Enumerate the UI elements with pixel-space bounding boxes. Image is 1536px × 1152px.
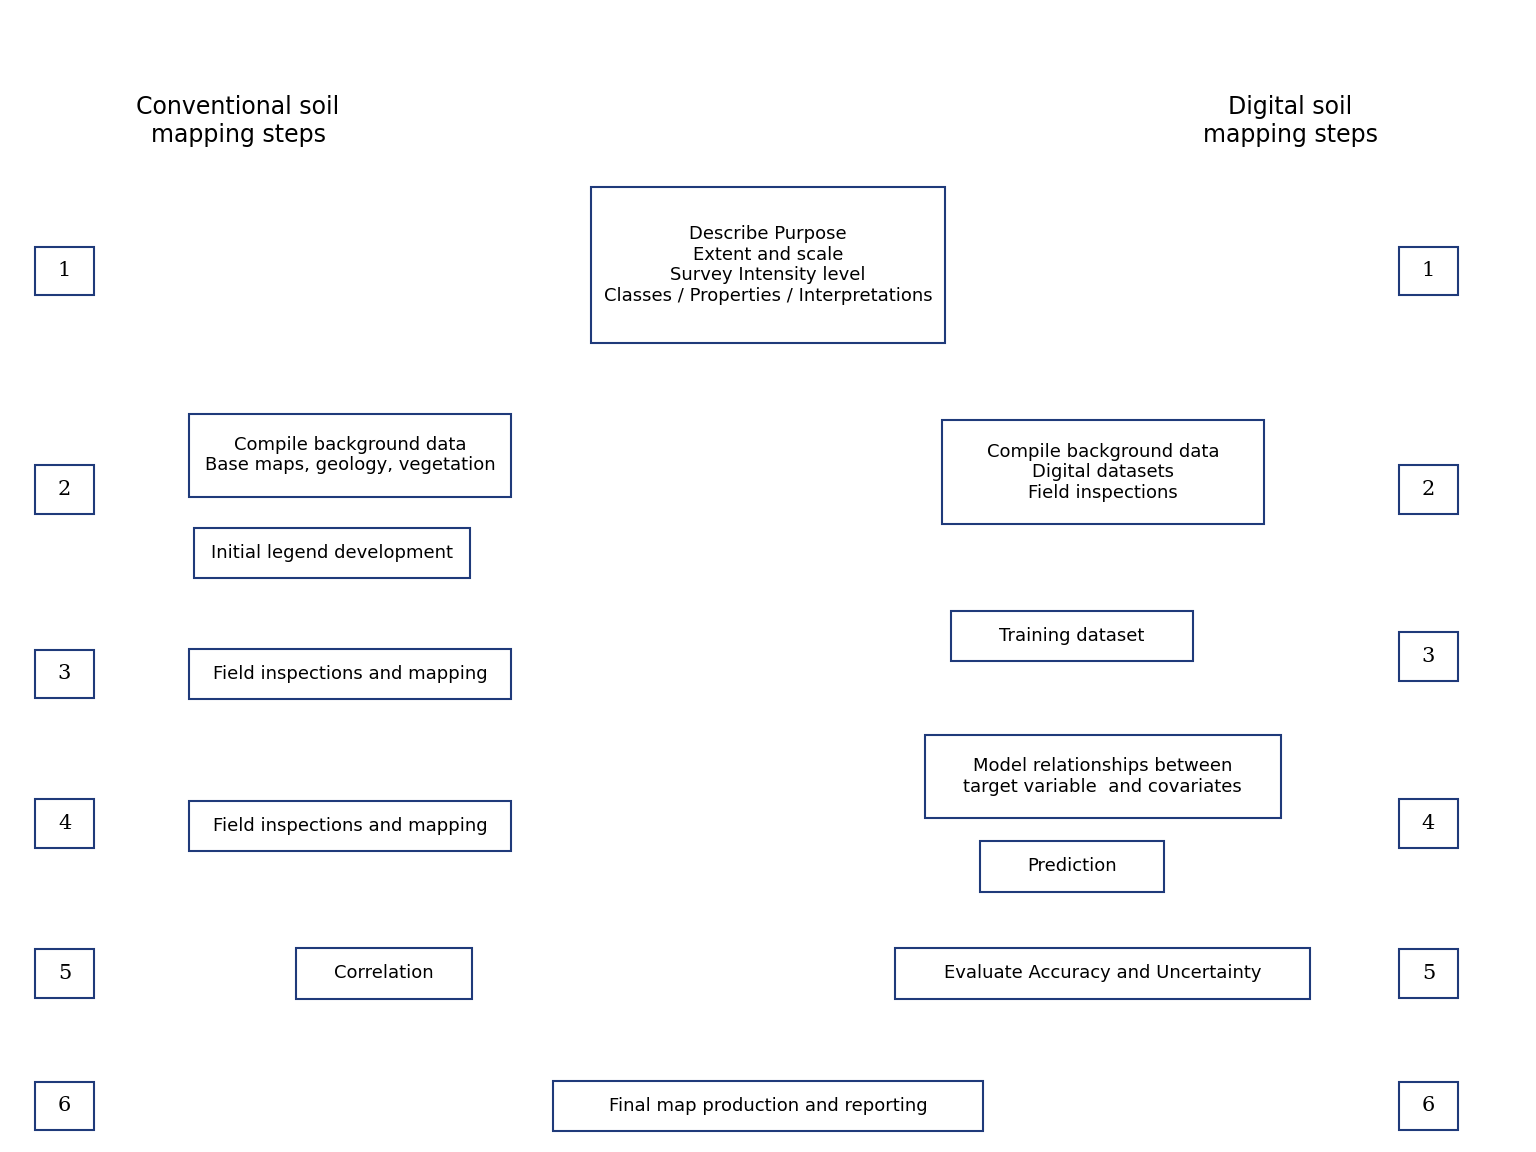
FancyBboxPatch shape (35, 1082, 94, 1130)
FancyBboxPatch shape (295, 948, 473, 999)
Text: Describe Purpose
Extent and scale
Survey Intensity level
Classes / Properties / : Describe Purpose Extent and scale Survey… (604, 225, 932, 305)
FancyBboxPatch shape (980, 841, 1164, 892)
Text: 4: 4 (58, 814, 71, 833)
FancyBboxPatch shape (35, 799, 94, 848)
Text: Evaluate Accuracy and Uncertainty: Evaluate Accuracy and Uncertainty (945, 964, 1261, 983)
Text: 5: 5 (1422, 964, 1435, 983)
FancyBboxPatch shape (591, 187, 945, 343)
FancyBboxPatch shape (35, 949, 94, 998)
FancyBboxPatch shape (1399, 949, 1458, 998)
Text: Field inspections and mapping: Field inspections and mapping (214, 817, 487, 835)
Text: Initial legend development: Initial legend development (210, 544, 453, 562)
Text: Prediction: Prediction (1028, 857, 1117, 876)
FancyBboxPatch shape (35, 247, 94, 295)
FancyBboxPatch shape (189, 801, 511, 851)
Text: 3: 3 (58, 665, 71, 683)
FancyBboxPatch shape (194, 528, 470, 578)
Text: 1: 1 (1422, 262, 1435, 280)
Text: Training dataset: Training dataset (1000, 627, 1144, 645)
Text: Field inspections and mapping: Field inspections and mapping (214, 665, 487, 683)
FancyBboxPatch shape (1399, 1082, 1458, 1130)
Text: Correlation: Correlation (335, 964, 433, 983)
FancyBboxPatch shape (895, 948, 1310, 999)
FancyBboxPatch shape (35, 465, 94, 514)
Text: Final map production and reporting: Final map production and reporting (608, 1097, 928, 1115)
Text: 4: 4 (1422, 814, 1435, 833)
Text: Digital soil
mapping steps: Digital soil mapping steps (1203, 96, 1378, 146)
FancyBboxPatch shape (189, 414, 511, 497)
FancyBboxPatch shape (925, 735, 1281, 818)
FancyBboxPatch shape (1399, 247, 1458, 295)
FancyBboxPatch shape (553, 1081, 983, 1131)
FancyBboxPatch shape (951, 611, 1193, 661)
FancyBboxPatch shape (35, 650, 94, 698)
Text: 6: 6 (1422, 1097, 1435, 1115)
Text: 2: 2 (58, 480, 71, 499)
Text: 3: 3 (1422, 647, 1435, 666)
Text: 2: 2 (1422, 480, 1435, 499)
FancyBboxPatch shape (1399, 465, 1458, 514)
FancyBboxPatch shape (942, 420, 1264, 524)
Text: 6: 6 (58, 1097, 71, 1115)
FancyBboxPatch shape (1399, 799, 1458, 848)
Text: Conventional soil
mapping steps: Conventional soil mapping steps (137, 96, 339, 146)
Text: 5: 5 (58, 964, 71, 983)
FancyBboxPatch shape (1399, 632, 1458, 681)
Text: Compile background data
Digital datasets
Field inspections: Compile background data Digital datasets… (986, 442, 1220, 502)
FancyBboxPatch shape (189, 649, 511, 699)
Text: Model relationships between
target variable  and covariates: Model relationships between target varia… (963, 757, 1243, 796)
Text: Compile background data
Base maps, geology, vegetation: Compile background data Base maps, geolo… (204, 435, 496, 475)
Text: 1: 1 (58, 262, 71, 280)
